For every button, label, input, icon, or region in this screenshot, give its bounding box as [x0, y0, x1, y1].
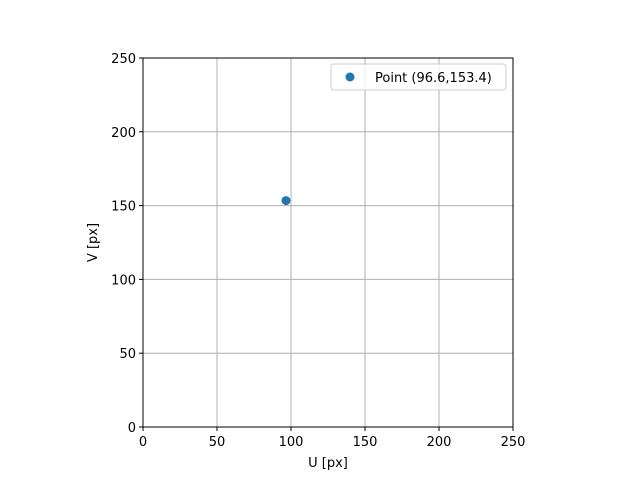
legend-label: Point (96.6,153.4) — [375, 71, 492, 86]
legend-marker — [345, 72, 355, 82]
y-tick-label: 200 — [111, 126, 136, 141]
data-point — [281, 196, 291, 206]
y-axis-label: V [px] — [86, 223, 101, 262]
x-tick-label: 150 — [353, 435, 378, 450]
x-tick-label: 50 — [209, 435, 226, 450]
ticks: 0 50 100 150 200 250 0 50 100 150 200 250 — [111, 52, 525, 450]
x-axis-label: U [px] — [308, 456, 348, 471]
y-tick-label: 250 — [111, 52, 136, 67]
axes-frame — [142, 57, 514, 428]
grid — [142, 57, 514, 428]
y-tick-label: 0 — [128, 421, 136, 436]
y-tick-label: 100 — [111, 273, 136, 288]
x-tick-label: 250 — [501, 435, 526, 450]
x-tick-label: 100 — [279, 435, 304, 450]
x-tick-label: 0 — [139, 435, 147, 450]
data-points — [281, 196, 291, 206]
legend: Point (96.6,153.4) — [330, 63, 507, 91]
y-tick-label: 50 — [119, 347, 136, 362]
x-tick-label: 200 — [427, 435, 452, 450]
legend-box — [330, 63, 507, 91]
y-tick-label: 150 — [111, 200, 136, 215]
